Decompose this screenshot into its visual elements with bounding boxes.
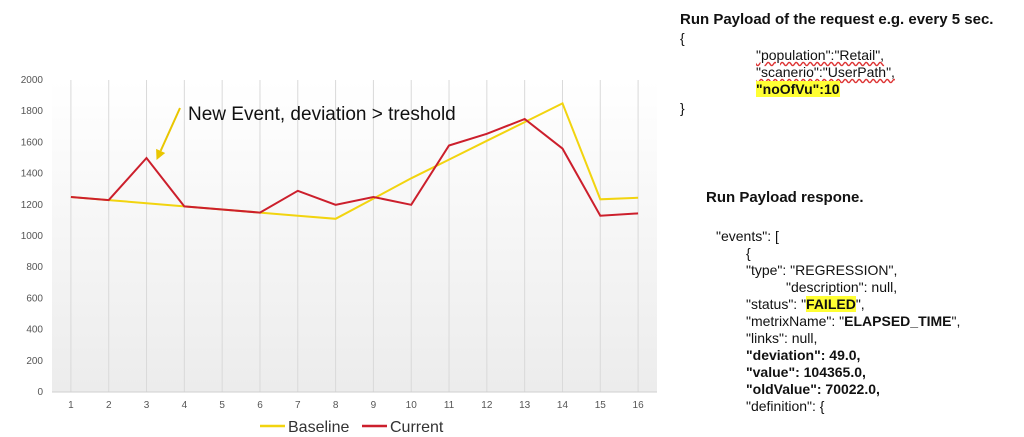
y-tick-label: 400 <box>26 325 43 336</box>
status-value: FAILED <box>806 296 856 312</box>
status-key: "status": " <box>746 296 807 312</box>
y-tick-label: 1800 <box>21 106 44 117</box>
x-tick-label: 7 <box>295 400 301 411</box>
legend: Baseline Current <box>260 419 444 436</box>
x-tick-label: 15 <box>595 400 607 411</box>
response-events: "events": [ <box>716 228 779 244</box>
request-line-scenario: "scanerio":"UserPath", <box>680 64 1020 81</box>
metrix-end: ", <box>951 313 961 329</box>
metrix-key: "metrixName": " <box>746 313 845 329</box>
request-line-vu: "noOfVu":10 <box>680 81 1020 98</box>
value-value: : 104365.0, <box>795 364 866 380</box>
response-open-brace: { <box>746 245 751 261</box>
x-tick-label: 2 <box>106 400 112 411</box>
x-tick-label: 1 <box>68 400 74 411</box>
y-tick-label: 1000 <box>21 231 44 242</box>
series-current-line <box>70 117 639 217</box>
request-payload: Run Payload of the request e.g. every 5 … <box>680 10 1020 117</box>
value-key: "value" <box>746 364 796 380</box>
x-tick-label: 10 <box>406 400 418 411</box>
y-tick-label: 0 <box>37 387 43 398</box>
response-definition: "definition": { <box>746 398 825 414</box>
y-tick-label: 2000 <box>21 75 44 86</box>
x-tick-label: 5 <box>219 400 225 411</box>
response-metrix: "metrixName": "ELAPSED_TIME", <box>706 313 1021 330</box>
y-tick-label: 1600 <box>21 137 44 148</box>
metrix-value: ELAPSED_TIME <box>844 313 952 329</box>
response-oldvalue: "oldValue": 70022.0, <box>706 381 1021 398</box>
x-tick-label: 6 <box>257 400 263 411</box>
response-deviation: "deviation": 49.0, <box>706 347 1021 364</box>
legend-current-label: Current <box>390 419 444 436</box>
annotation-arrow <box>159 107 181 152</box>
deviation-key: "deviation" <box>746 347 821 363</box>
response-title: Run Payload respone. <box>706 189 864 206</box>
annotation: New Event, deviation > treshold <box>156 104 456 160</box>
x-tick-label: 14 <box>557 400 569 411</box>
x-tick-label: 13 <box>519 400 531 411</box>
request-population: "population":"Retail", <box>756 47 885 63</box>
x-tick-label: 9 <box>371 400 377 411</box>
request-open-brace: { <box>680 30 685 46</box>
request-line-population: "population":"Retail", <box>680 47 1020 64</box>
response-payload: Run Payload respone. "events": [ { "type… <box>706 188 1021 415</box>
y-tick-label: 1400 <box>21 169 44 180</box>
deviation-value: : 49.0, <box>820 347 861 363</box>
request-scenario: "scanerio":"UserPath", <box>756 64 895 80</box>
chart-series <box>70 102 639 220</box>
x-axis-ticks: 1 2 3 4 5 6 7 8 9 10 11 12 13 14 15 16 <box>68 400 644 411</box>
x-tick-label: 12 <box>481 400 493 411</box>
response-links: "links": null, <box>746 330 818 346</box>
x-tick-label: 3 <box>144 400 150 411</box>
y-tick-label: 800 <box>26 262 43 273</box>
response-status: "status": "FAILED", <box>706 296 1021 313</box>
response-value: "value": 104365.0, <box>706 364 1021 381</box>
x-tick-label: 4 <box>182 400 188 411</box>
y-tick-label: 1200 <box>21 200 44 211</box>
x-tick-label: 11 <box>444 400 455 411</box>
annotation-text: New Event, deviation > treshold <box>188 104 456 125</box>
request-close-brace: } <box>680 100 685 116</box>
legend-baseline-label: Baseline <box>288 419 349 436</box>
annotation-arrowhead <box>156 148 166 160</box>
y-tick-label: 200 <box>26 356 43 367</box>
plot-background <box>52 80 657 392</box>
response-description: "description": null, <box>786 279 898 295</box>
response-type: "type": "REGRESSION", <box>746 262 898 278</box>
oldvalue-value: : 70022.0, <box>816 381 880 397</box>
request-title: Run Payload of the request e.g. every 5 … <box>680 11 994 28</box>
x-tick-label: 16 <box>633 400 645 411</box>
status-end: ", <box>855 296 865 312</box>
y-axis-ticks: 0 200 400 600 800 1000 1200 1400 1600 1800 2000 <box>21 75 44 398</box>
grid-lines <box>52 80 657 393</box>
series-baseline-line <box>70 102 639 220</box>
y-tick-label: 600 <box>26 293 43 304</box>
oldvalue-key: "oldValue" <box>746 381 817 397</box>
request-noofvu: "noOfVu":10 <box>756 81 840 97</box>
x-tick-label: 8 <box>333 400 339 411</box>
